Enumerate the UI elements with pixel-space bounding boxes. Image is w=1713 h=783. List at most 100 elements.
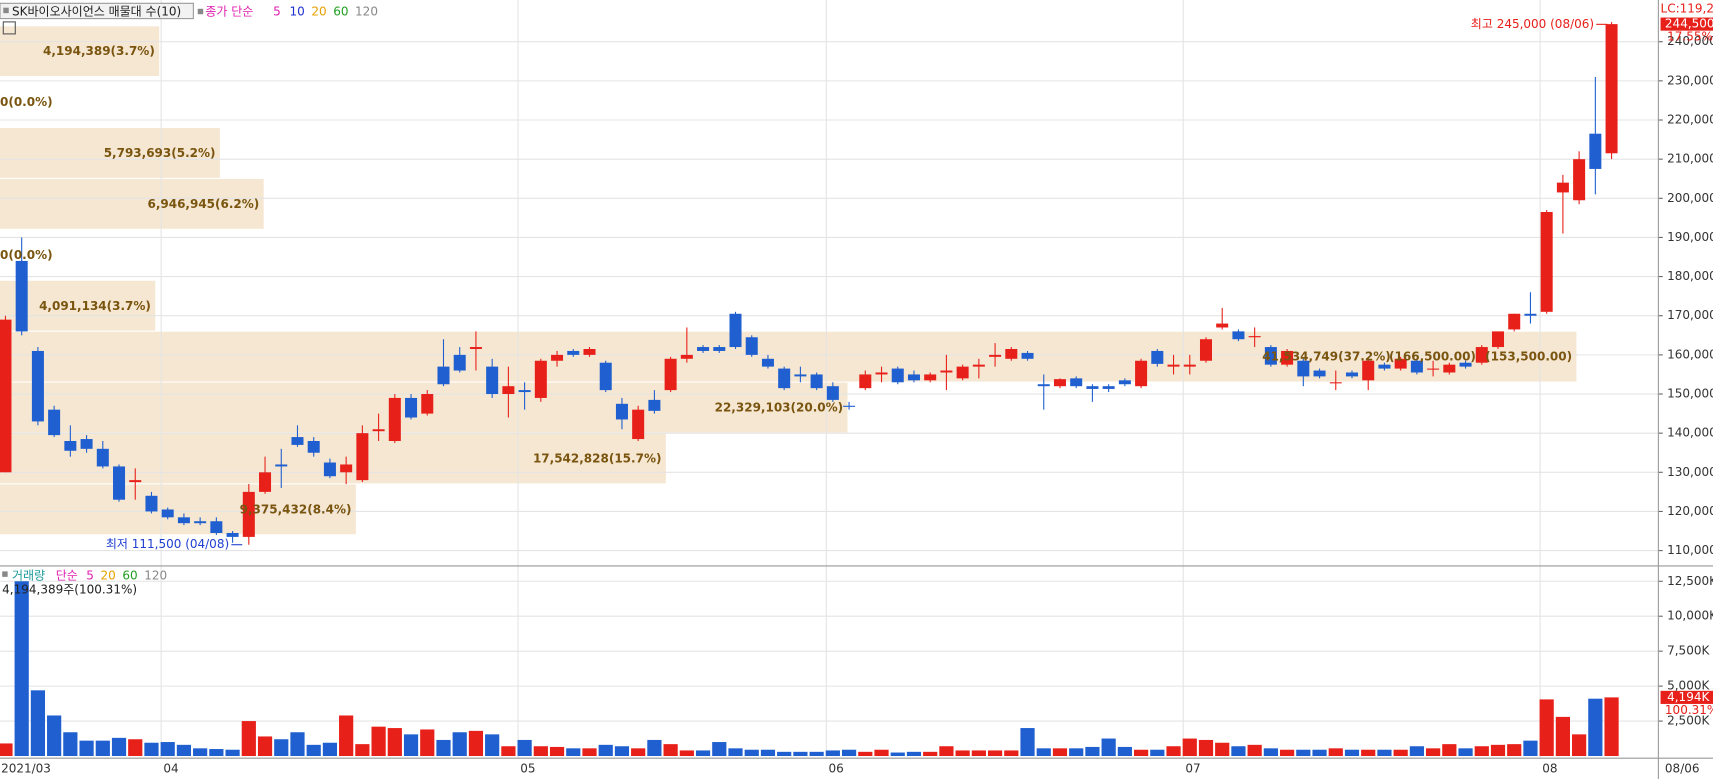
candle-body (1329, 382, 1342, 384)
volume-bar (30, 690, 46, 757)
volume-bar (744, 749, 759, 757)
candle-body (907, 374, 920, 381)
mark-layer (0, 22, 1619, 757)
volume-bar (193, 748, 208, 757)
volume-ratio-badge: 100.31% (1665, 703, 1713, 717)
candle-body (1021, 352, 1034, 359)
candle-body (664, 358, 677, 391)
volume-bar (647, 739, 662, 757)
candle-body (1102, 386, 1115, 389)
candle-body (567, 350, 580, 355)
candle-body (534, 360, 547, 398)
volume-bar (257, 736, 273, 757)
ma-legend-item: 5 (273, 5, 281, 19)
candle-body (778, 368, 791, 389)
candle-body (437, 366, 450, 385)
volume-bar (1004, 750, 1019, 757)
candle-body (1508, 313, 1521, 330)
y-tick-label: 130,000 (1667, 465, 1713, 479)
profile-bar (0, 128, 220, 178)
volume-bar (355, 744, 370, 757)
volume-legend-item: 5 (86, 568, 94, 582)
candle-body (583, 349, 596, 355)
candle-body (956, 366, 969, 379)
candle-body (1589, 133, 1602, 169)
candle-body (940, 370, 953, 373)
candle-body (1394, 358, 1407, 369)
volume-bar (825, 750, 840, 757)
profile-label: 0(0.0%) (0, 95, 53, 109)
volume-bar (209, 749, 224, 757)
candle-body (323, 462, 336, 477)
title-icon (3, 7, 9, 14)
volume-bar (1020, 728, 1035, 757)
candle-body (469, 347, 482, 350)
candle-body (1151, 350, 1164, 364)
candle-body (405, 397, 418, 418)
profile-label: 9,375,432(8.4%) (240, 502, 352, 516)
y-tick-label: 170,000 (1667, 308, 1713, 322)
profile-label: 0(0.0%) (0, 248, 53, 262)
candle-body (0, 319, 12, 473)
candle-body (1313, 370, 1326, 377)
candle-body (340, 464, 353, 473)
volume-bar (1490, 744, 1506, 757)
y-tick-label: 220,000 (1667, 113, 1713, 127)
volume-bar (858, 751, 873, 757)
candle-body (1005, 349, 1018, 359)
price-badge-bg (1660, 17, 1713, 31)
candle-body (210, 521, 223, 533)
candle-body (1053, 379, 1066, 387)
volume-bar (241, 721, 256, 757)
volume-bar (663, 744, 678, 757)
candle-body (1605, 24, 1618, 154)
candle-body (859, 374, 872, 389)
candle-body (891, 368, 904, 383)
candle-body (226, 532, 239, 537)
volume-legend-item: 20 (101, 568, 116, 582)
volume-bar (1426, 748, 1441, 757)
chart-title: SK바이오사이언스 매물대 수(10) (12, 5, 181, 19)
candle-body (989, 354, 1002, 357)
volume-bar (1036, 748, 1051, 757)
volume-bar (841, 749, 857, 757)
candle-body (810, 374, 823, 389)
volume-bar (1377, 749, 1392, 757)
volume-bar (176, 744, 192, 757)
profile-bar (0, 178, 264, 229)
volume-bar (1166, 746, 1181, 757)
volume-note: 4,194,389주(100.31%) (2, 582, 137, 596)
volume-bar (111, 737, 127, 757)
candle-body (372, 429, 385, 432)
candle-body (1264, 347, 1277, 365)
ma-legend-item: 60 (333, 5, 348, 19)
volume-bar (566, 748, 581, 757)
volume-bar (1458, 748, 1473, 757)
volume-bar (939, 746, 954, 757)
candle-body (972, 364, 985, 367)
volume-bar (1117, 746, 1132, 757)
candle-body (745, 337, 758, 355)
candle-body (1199, 339, 1212, 361)
volume-legend-item: 60 (122, 568, 137, 582)
volume-bar (274, 739, 289, 757)
volume-bar (322, 742, 338, 757)
x-tick-label: 06 (828, 762, 843, 776)
volume-bar (728, 748, 743, 757)
candle-body (1232, 331, 1245, 340)
candle-body (275, 464, 288, 467)
volume-bar (1507, 744, 1522, 757)
profile-label: 6,946,945(6.2%) (147, 197, 259, 211)
profile-label: 4,091,134(3.7%) (39, 299, 151, 313)
volume-bar (712, 742, 727, 757)
volume-bar (614, 746, 630, 757)
candle-body (551, 354, 564, 361)
candle-body (924, 374, 937, 381)
y-tick-label: 200,000 (1667, 191, 1713, 205)
volume-bar (1085, 746, 1100, 757)
profile-range: (166,500.00) (1389, 350, 1476, 364)
candle-body (259, 472, 272, 492)
candle-body (1378, 364, 1391, 369)
candle-body (826, 386, 839, 400)
candle-body (421, 394, 434, 414)
